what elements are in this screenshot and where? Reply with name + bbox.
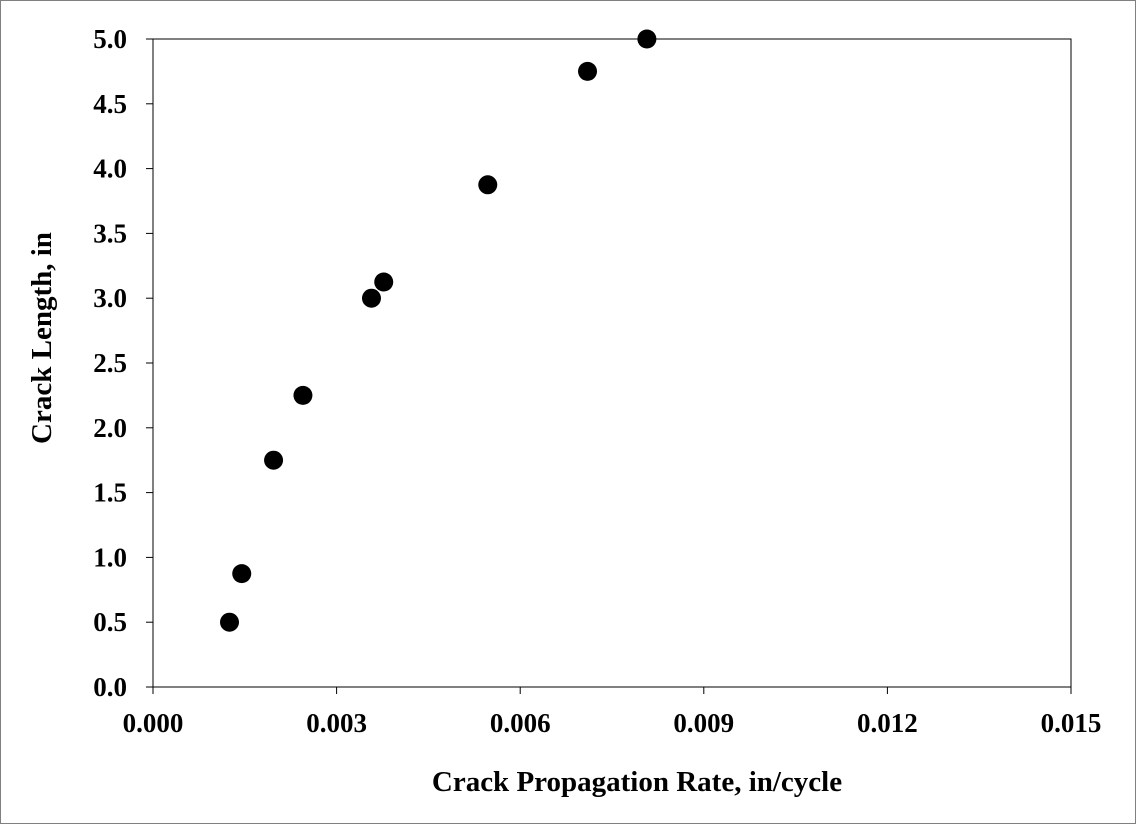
y-axis-ticks: 0.0 0.5 1.0 1.5 2.0 2.5 3.0 3.5 4.0 4.5 5.0 (93, 24, 153, 702)
data-point (220, 612, 239, 632)
y-tick-label: 5.0 (93, 24, 127, 54)
data-point (578, 61, 598, 81)
x-tick-label: 0.009 (673, 708, 734, 738)
y-tick-label: 4.0 (93, 154, 127, 184)
data-point (264, 450, 284, 470)
x-tick-label: 0.000 (123, 708, 184, 738)
data-point (232, 564, 252, 584)
data-point (637, 29, 657, 49)
y-tick-label: 1.5 (93, 478, 127, 508)
y-tick-label: 3.0 (93, 283, 127, 313)
y-tick-label: 0.0 (93, 672, 127, 702)
y-axis-title: Crack Length, in (26, 232, 58, 444)
x-tick-label: 0.015 (1041, 708, 1102, 738)
x-tick-label: 0.003 (306, 708, 367, 738)
y-tick-label: 4.5 (93, 89, 127, 119)
y-tick-label: 1.0 (93, 542, 127, 572)
data-point (478, 175, 498, 195)
data-point (374, 272, 394, 292)
x-axis-ticks: 0.000 0.003 0.006 0.009 0.012 0.015 (123, 687, 1102, 738)
x-axis-title: Crack Propagation Rate, in/cycle (432, 766, 842, 798)
y-tick-label: 2.5 (93, 348, 127, 378)
plot-area (152, 38, 1072, 688)
y-tick-label: 2.0 (93, 413, 127, 443)
y-tick-label: 3.5 (93, 218, 127, 248)
data-point (293, 385, 313, 405)
x-tick-label: 0.006 (490, 708, 551, 738)
data-points (220, 29, 657, 632)
y-tick-label: 0.5 (93, 607, 127, 637)
x-tick-label: 0.012 (857, 708, 918, 738)
data-point (361, 288, 381, 308)
